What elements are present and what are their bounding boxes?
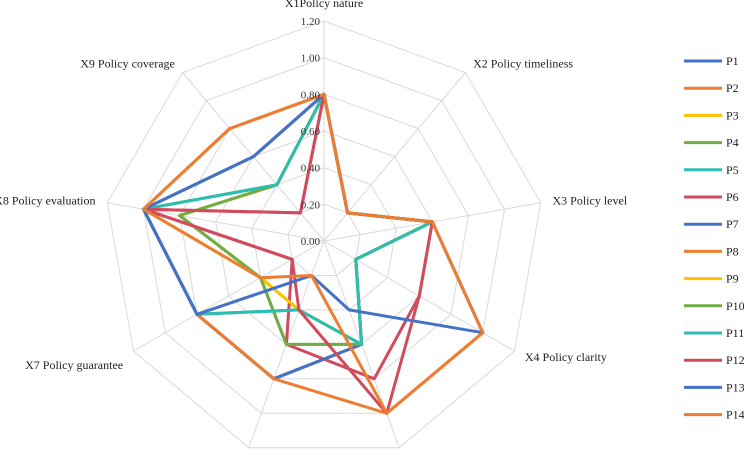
legend-item: P6 [684,190,739,204]
legend-label: P13 [726,380,744,394]
legend-label: P5 [726,163,739,177]
axis-label: X1Policy nature [285,0,363,10]
legend: P1 P2 P3 P4 P5 P6 P7 P8 P9 P10 P11 P12 P13 P14 [684,54,744,422]
legend-item: P13 [684,380,744,394]
tick-label: 0.00 [301,236,321,248]
legend-item: P10 [684,299,744,313]
legend-item: P14 [684,408,744,422]
axis-label: X3 Policy level [553,194,628,208]
legend-label: P14 [726,408,744,422]
axis-label: X8 Policy evaluation [0,194,96,208]
legend-item: P8 [684,244,739,258]
legend-label: P1 [726,54,739,68]
tick-label: 0.60 [301,126,321,138]
legend-label: P7 [726,217,739,231]
tick-label: 0.20 [301,199,321,211]
grid-ring [106,20,542,449]
legend-item: P12 [684,353,744,367]
legend-label: P2 [726,81,739,95]
series-p14 [142,92,485,415]
legend-label: P3 [726,108,739,122]
tick-layer: 0.00 0.20 0.40 0.60 0.80 1.00 1.20 [301,16,321,248]
legend-label: P9 [726,272,739,286]
legend-label: P11 [726,326,744,340]
grid-layer [106,20,542,449]
axis-label: X7 Policy guarantee [25,358,123,372]
series-layer [142,92,485,415]
axis-label-layer: X1Policy nature X2 Policy timeliness X3 Po… [0,0,628,372]
legend-item: P5 [684,163,739,177]
legend-item: P4 [684,136,739,150]
tick-label: 1.00 [301,53,321,65]
legend-item: P9 [684,272,739,286]
axis-spoke [323,72,466,242]
legend-item: P11 [684,326,744,340]
grid-ring [287,203,361,276]
tick-label: 1.20 [301,16,321,28]
grid-ring [251,167,397,311]
axis-spoke [107,202,325,242]
tick-label: 0.40 [301,163,321,175]
axis-label: X4 Policy clarity [525,350,607,364]
legend-label: P6 [726,190,739,204]
legend-item: P2 [684,81,739,95]
legend-item: P3 [684,108,739,122]
grid-ring [179,93,469,380]
legend-label: P8 [726,244,739,258]
legend-label: P12 [726,353,744,367]
tick-label: 0.80 [301,89,321,101]
legend-label: P4 [726,136,739,150]
axis-label: X2 Policy timeliness [473,56,573,70]
legend-item: P1 [684,54,739,68]
grid-ring [142,57,506,414]
axis-label: X9 Policy coverage [80,56,175,70]
legend-item: P7 [684,217,739,231]
legend-label: P10 [726,299,744,313]
